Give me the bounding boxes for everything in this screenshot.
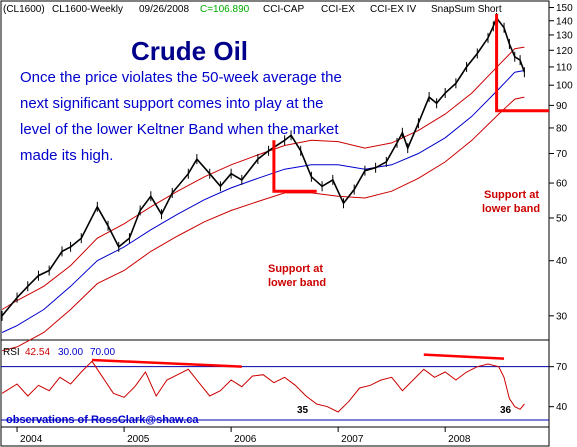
rsi-divergence-line — [423, 353, 505, 360]
support-2008-line-2: lower band — [482, 203, 540, 215]
rsi-y-axis: 40 70 — [1, 362, 568, 421]
header: (CL1600) CL1600-Weekly 09/26/2008 C=106.… — [3, 4, 502, 15]
price-series — [1, 13, 526, 352]
time-tick-label: 2007 — [341, 434, 364, 445]
rsi-tick-label: 40 — [556, 402, 568, 413]
price-tick-label: 120 — [556, 46, 573, 57]
rsi-marker-1: 35 — [297, 405, 309, 416]
price-tick-label: 110 — [556, 62, 572, 73]
rsi-current: 42.54 — [25, 347, 50, 358]
price-y-axis: 30 40 50 60 70 80 90 100 110 120 130 140 150 — [549, 3, 573, 322]
keltner-upper-line — [1, 46, 525, 310]
rsi-series — [1, 353, 525, 413]
rsi-lower: 30.00 — [58, 347, 83, 358]
header-symbol: (CL1600) — [3, 4, 45, 15]
header-date: 09/26/2008 — [139, 4, 189, 15]
time-axis-frame — [0, 426, 550, 447]
rsi-line — [1, 360, 525, 413]
time-tick-label: 2005 — [127, 434, 150, 445]
ma50-line — [1, 70, 525, 333]
price-tick-label: 150 — [556, 3, 573, 14]
price-tick-label: 60 — [556, 179, 568, 190]
support-markers — [272, 14, 549, 193]
header-ind-cci-ex-iv: CCI-EX IV — [370, 4, 416, 15]
price-tick-label: 70 — [556, 149, 568, 160]
rsi-divergence-line — [91, 358, 242, 368]
support-2006-line-2: lower band — [268, 277, 326, 289]
time-tick-label: 2004 — [20, 434, 43, 445]
price-tick-label: 50 — [556, 213, 568, 224]
price-tick-label: 30 — [556, 311, 568, 322]
footer-credit: observations of RossClark@shaw.ca — [6, 414, 199, 426]
price-tick-label: 100 — [556, 81, 573, 92]
support-level-line — [495, 14, 549, 113]
rsi-upper: 70.00 — [90, 347, 115, 358]
header-series: CL1600-Weekly — [52, 4, 123, 15]
time-tick-label: 2008 — [448, 434, 471, 445]
header-ind-cci-ex: CCI-EX — [321, 4, 355, 15]
price-tick-label: 90 — [556, 101, 568, 112]
header-close: C=106.890 — [200, 4, 250, 15]
commentary-line-1: Once the price violates the 50-week aver… — [20, 69, 342, 86]
header-ind-cci-cap: CCI-CAP — [263, 4, 304, 15]
support-2008-line-1: Support at — [484, 189, 539, 201]
rsi-label: RSI — [3, 347, 20, 358]
price-tick-label: 40 — [556, 256, 568, 267]
commentary-line-2: next significant support comes into play… — [20, 95, 324, 112]
chart-title: Crude Oil — [131, 36, 248, 66]
support-level-line — [272, 140, 317, 193]
price-tick-label: 140 — [556, 16, 573, 27]
rsi-panel-frame — [0, 339, 550, 428]
time-tick-label: 2006 — [234, 434, 257, 445]
time-axis: 2004 2005 2006 2007 2008 — [16, 427, 471, 445]
rsi-tick-label: 70 — [556, 362, 568, 373]
rsi-header: RSI 42.54 30.00 70.00 — [3, 347, 115, 358]
header-ind-snapsum: SnapSum Short — [431, 4, 502, 15]
price-tick-label: 80 — [556, 123, 568, 134]
commentary-line-4: made its high. — [20, 147, 113, 164]
rsi-marker-2: 36 — [500, 405, 512, 416]
support-annotations: Support at lower band Support at lower b… — [268, 189, 540, 289]
commentary: Once the price violates the 50-week aver… — [20, 69, 342, 164]
support-2006-line-1: Support at — [268, 263, 323, 275]
keltner-lower-line — [1, 96, 525, 352]
rsi-markers: 35 36 — [297, 405, 512, 416]
commentary-line-3: level of the lower Keltner Band when the… — [20, 121, 339, 138]
price-tick-label: 130 — [556, 30, 573, 41]
